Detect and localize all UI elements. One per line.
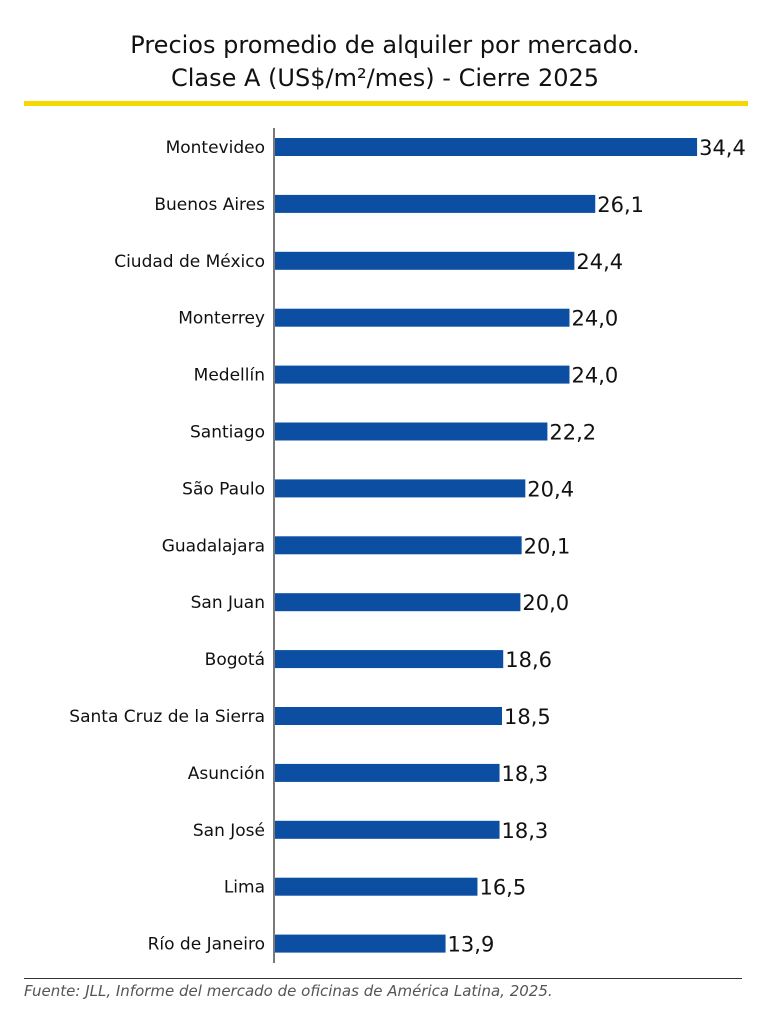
bar [275,138,698,156]
source-note: Fuente: JLL, Informe del mercado de ofic… [24,982,553,1000]
value-label: 16,5 [479,876,526,900]
bar [275,365,570,384]
value-label: 20,0 [522,591,569,615]
category-label: Bogotá [205,650,265,670]
bar [275,820,500,839]
category-label: Ciudad de México [114,252,265,272]
category-label: San Juan [191,593,265,613]
value-label: 18,6 [505,648,552,672]
category-label: San José [193,821,265,841]
value-label: 34,4 [699,136,746,160]
category-label: Guadalajara [162,536,265,556]
footer-rule [24,978,742,979]
value-label: 18,5 [504,705,551,729]
bar [275,536,522,555]
title-rule [24,101,748,106]
category-label: Asunción [188,764,265,784]
category-label: Santiago [190,423,265,443]
bar [275,877,478,896]
category-label: Río de Janeiro [148,935,265,955]
bar [275,251,575,270]
bar [275,707,502,725]
bar [275,650,504,669]
value-label: 22,2 [549,421,596,445]
bar [275,194,596,213]
category-label: Montevideo [166,138,265,158]
value-label: 13,9 [448,933,495,957]
category-label: São Paulo [182,479,265,499]
bar [275,763,500,782]
bar [275,479,526,498]
value-label: 18,3 [502,819,549,843]
category-label: Monterrey [178,309,265,329]
category-label: Medellín [194,366,265,386]
category-label: Santa Cruz de la Sierra [69,707,265,727]
chart-title-line1: Precios promedio de alquiler por mercado… [130,31,640,59]
value-label: 26,1 [597,193,644,217]
value-label: 20,4 [527,477,574,501]
bar [275,308,570,327]
bar [275,593,521,612]
bar [275,934,446,953]
chart-title-line2: Clase A (US$/m²/mes) - Cierre 2025 [170,64,600,92]
category-label: Lima [224,878,265,898]
value-label: 24,0 [571,364,618,388]
bar [275,422,548,441]
value-label: 20,1 [524,534,571,558]
value-label: 24,0 [571,307,618,331]
value-label: 24,4 [576,250,623,274]
value-label: 18,3 [502,762,549,786]
category-label: Buenos Aires [154,195,265,215]
